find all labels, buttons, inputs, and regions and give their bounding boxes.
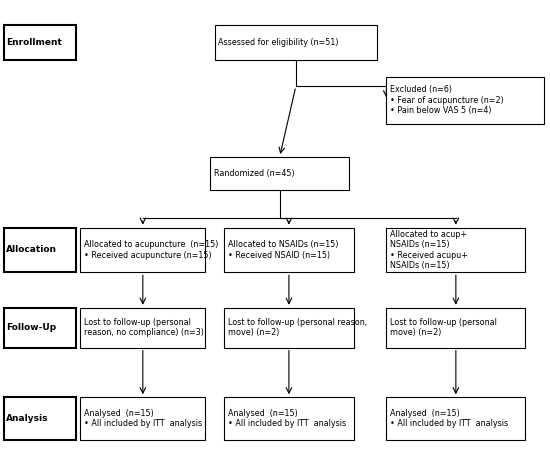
Text: Analysis: Analysis (6, 414, 48, 423)
Text: Randomized (n=45): Randomized (n=45) (214, 169, 294, 178)
Text: Analysed  (n=15)
• All included by ITT  analysis: Analysed (n=15) • All included by ITT an… (228, 409, 346, 428)
FancyBboxPatch shape (224, 308, 354, 348)
Text: Assessed for eligibility (n=51): Assessed for eligibility (n=51) (218, 38, 339, 47)
Text: Lost to follow-up (personal
reason, no compliance) (n=3): Lost to follow-up (personal reason, no c… (84, 318, 204, 337)
FancyBboxPatch shape (80, 228, 206, 273)
Text: Allocated to NSAIDs (n=15)
• Received NSAID (n=15): Allocated to NSAIDs (n=15) • Received NS… (228, 240, 338, 260)
Text: Analysed  (n=15)
• All included by ITT  analysis: Analysed (n=15) • All included by ITT an… (390, 409, 508, 428)
FancyBboxPatch shape (224, 397, 354, 439)
Text: Allocated to acup+
NSAIDs (n=15)
• Received acupu+
NSAIDs (n=15): Allocated to acup+ NSAIDs (n=15) • Recei… (390, 230, 468, 270)
FancyBboxPatch shape (214, 25, 377, 60)
FancyBboxPatch shape (386, 228, 525, 273)
FancyBboxPatch shape (210, 157, 349, 190)
FancyBboxPatch shape (4, 228, 75, 273)
FancyBboxPatch shape (4, 397, 75, 439)
FancyBboxPatch shape (80, 397, 206, 439)
Text: Lost to follow-up (personal reason,
move) (n=2): Lost to follow-up (personal reason, move… (228, 318, 367, 337)
FancyBboxPatch shape (80, 308, 206, 348)
FancyBboxPatch shape (4, 308, 75, 348)
Text: Analysed  (n=15)
• All included by ITT  analysis: Analysed (n=15) • All included by ITT an… (84, 409, 202, 428)
FancyBboxPatch shape (4, 25, 75, 60)
FancyBboxPatch shape (386, 397, 525, 439)
Text: Allocated to acupuncture  (n=15)
• Received acupuncture (n=15): Allocated to acupuncture (n=15) • Receiv… (84, 240, 218, 260)
FancyBboxPatch shape (386, 308, 525, 348)
Text: Lost to follow-up (personal
move) (n=2): Lost to follow-up (personal move) (n=2) (390, 318, 497, 337)
Text: Excluded (n=6)
• Fear of acupuncture (n=2)
• Pain below VAS 5 (n=4): Excluded (n=6) • Fear of acupuncture (n=… (390, 85, 504, 115)
FancyBboxPatch shape (224, 228, 354, 273)
FancyBboxPatch shape (386, 77, 544, 124)
Text: Follow-Up: Follow-Up (6, 323, 56, 332)
Text: Enrollment: Enrollment (6, 38, 62, 47)
Text: Allocation: Allocation (6, 246, 57, 255)
